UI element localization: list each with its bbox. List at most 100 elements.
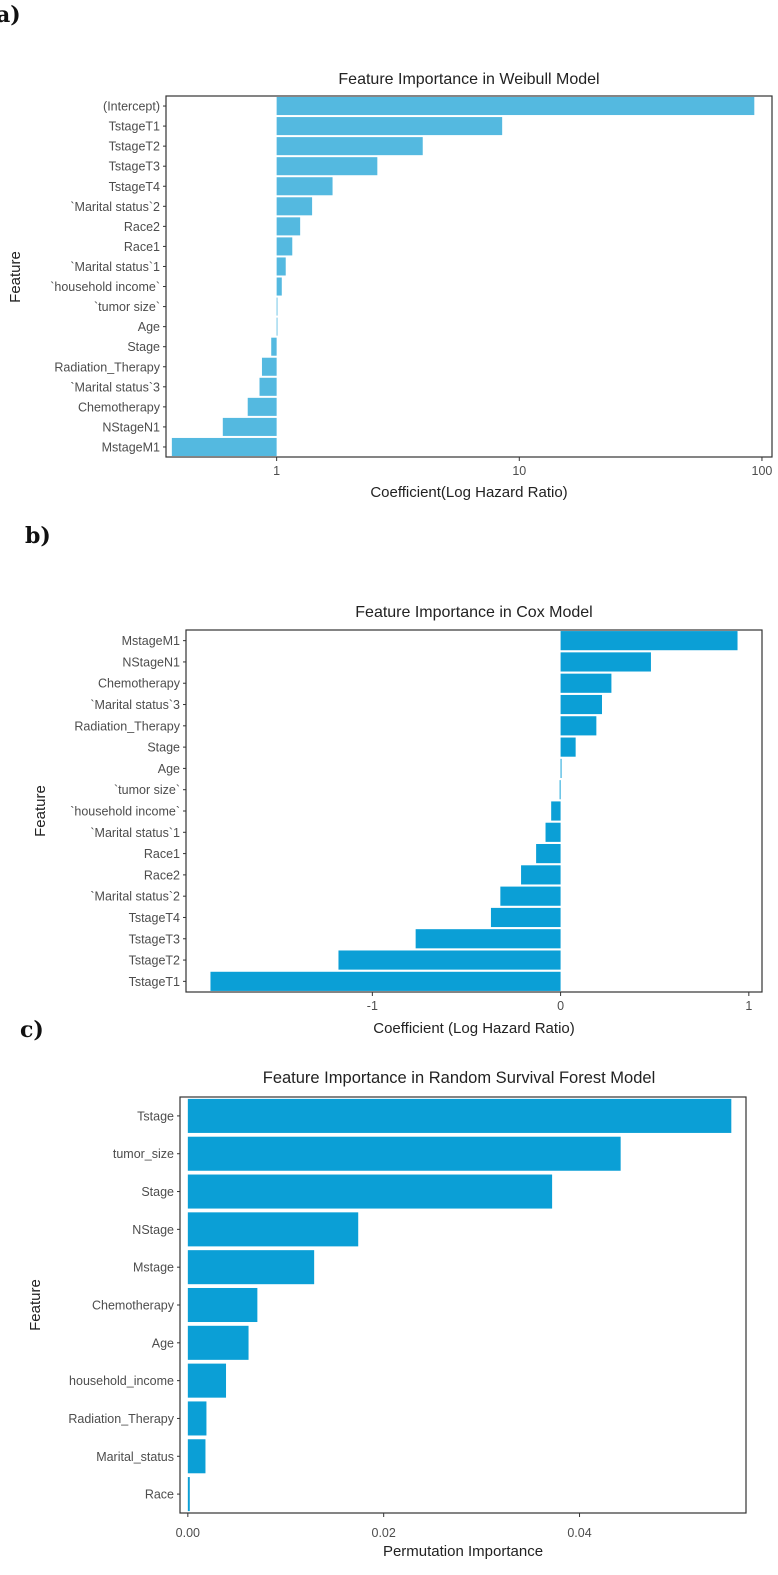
plot-border (165, 95, 773, 458)
bar-1 (187, 1136, 621, 1171)
y-tick-label: Radiation_Therapy (54, 360, 160, 374)
plot-border (185, 629, 763, 993)
y-tick-label: `Marital status`1 (70, 260, 160, 274)
y-tick-label: TstageT3 (109, 160, 160, 174)
bar-9 (276, 277, 282, 296)
y-tick-label: Race2 (144, 868, 180, 882)
chart-title: Feature Importance in Weibull Model (338, 71, 599, 88)
bar-13 (490, 907, 561, 928)
y-tick-label: Race1 (124, 240, 160, 254)
panel-label-c: c) (20, 1017, 44, 1043)
y-tick-label: Age (152, 1336, 174, 1350)
y-tick-label: Stage (127, 340, 160, 354)
bar-1 (276, 117, 503, 136)
y-tick-label: NStage (132, 1223, 174, 1237)
bar-4 (276, 177, 333, 196)
bar-10 (187, 1477, 190, 1512)
x-tick-label: 10 (512, 464, 526, 478)
y-tick-label: Age (158, 762, 180, 776)
y-tick-label: Radiation_Therapy (74, 719, 180, 733)
x-axis-label: Coefficient (Log Hazard Ratio) (373, 1020, 575, 1037)
y-tick-label: Race1 (144, 847, 180, 861)
bar-3 (560, 694, 602, 715)
y-tick-label: TstageT1 (129, 975, 180, 989)
y-tick-label: Stage (141, 1185, 174, 1199)
bar-6 (560, 758, 562, 778)
y-tick-label: Marital_status (96, 1450, 174, 1464)
bar-7 (559, 780, 561, 800)
y-tick-label: Mstage (133, 1261, 174, 1275)
y-tick-label: Tstage (137, 1109, 174, 1123)
bar-0 (560, 631, 738, 651)
y-tick-label: `household income` (50, 280, 160, 294)
y-tick-label: TstageT4 (109, 180, 160, 194)
rsf-chart: Feature Importance in Random Survival Fo… (27, 1069, 747, 1560)
y-tick-label: Race2 (124, 220, 160, 234)
bar-2 (560, 673, 612, 693)
bar-15 (247, 397, 277, 416)
bar-0 (187, 1098, 732, 1133)
y-tick-label: TstageT1 (109, 120, 160, 134)
y-tick-label: NStageN1 (102, 420, 160, 434)
x-axis-label: Permutation Importance (383, 1543, 543, 1560)
y-tick-label: TstageT4 (129, 911, 180, 925)
y-tick-label: Chemotherapy (98, 677, 181, 691)
bar-10 (536, 844, 561, 864)
bar-5 (560, 737, 576, 757)
y-tick-label: Age (138, 320, 160, 334)
panel-label-b: b) (25, 523, 51, 549)
x-tick-label: 0.00 (176, 1526, 200, 1540)
y-axis-label: Feature (32, 785, 49, 837)
bar-12 (500, 886, 561, 906)
bar-0 (276, 97, 755, 116)
y-tick-label: `household income` (70, 805, 180, 819)
bar-9 (187, 1439, 206, 1474)
bar-11 (521, 865, 561, 885)
bar-8 (551, 801, 561, 821)
bar-2 (276, 137, 423, 156)
bar-16 (222, 417, 277, 436)
plot-border (179, 1096, 747, 1514)
weibull-chart: Feature Importance in Weibull Model (Inte… (7, 71, 773, 501)
y-tick-label: Stage (147, 741, 180, 755)
bar-1 (560, 652, 651, 672)
bar-3 (276, 157, 378, 176)
bar-14 (415, 929, 561, 949)
bar-7 (187, 1363, 227, 1398)
cox-chart: Feature Importance in Cox Model MstageM1 N… (32, 604, 763, 1037)
y-tick-label: TstageT2 (129, 954, 180, 968)
y-tick-label: `tumor size` (114, 783, 180, 797)
bar-14 (259, 377, 277, 396)
x-tick-label: 100 (752, 464, 773, 478)
x-tick-label: -1 (367, 999, 378, 1013)
x-axis-label: Coefficient(Log Hazard Ratio) (370, 484, 567, 501)
bar-3 (187, 1212, 359, 1247)
bar-8 (187, 1401, 207, 1436)
bar-4 (560, 716, 597, 736)
x-tick-label: 0.04 (567, 1526, 591, 1540)
y-tick-label: `tumor size` (94, 300, 160, 314)
bar-17 (171, 437, 277, 456)
x-tick-label: 0.02 (372, 1526, 396, 1540)
y-tick-label: Chemotherapy (92, 1299, 175, 1313)
bar-8 (276, 257, 286, 276)
bar-5 (276, 197, 313, 216)
y-tick-label: NStageN1 (122, 655, 180, 669)
y-tick-label: TstageT2 (109, 140, 160, 154)
y-tick-label: Chemotherapy (78, 400, 161, 414)
chart-title: Feature Importance in Random Survival Fo… (263, 1069, 656, 1087)
bar-16 (210, 971, 561, 991)
y-tick-label: `Marital status`3 (90, 698, 180, 712)
y-tick-label: `Marital status`2 (90, 890, 180, 904)
bar-4 (187, 1250, 315, 1285)
bar-11 (276, 317, 278, 336)
bar-13 (261, 357, 277, 376)
y-tick-label: `Marital status`2 (70, 200, 160, 214)
y-tick-label: TstageT3 (129, 932, 180, 946)
panel-label-a: a) (0, 2, 21, 28)
y-tick-label: `Marital status`3 (70, 380, 160, 394)
bar-15 (338, 950, 561, 970)
y-tick-label: (Intercept) (103, 100, 160, 114)
bar-10 (276, 297, 278, 316)
y-tick-label: `Marital status`1 (90, 826, 180, 840)
